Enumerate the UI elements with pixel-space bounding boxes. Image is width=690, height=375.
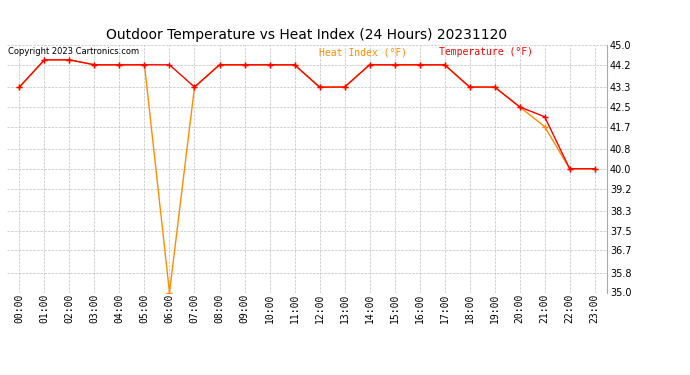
- Title: Outdoor Temperature vs Heat Index (24 Hours) 20231120: Outdoor Temperature vs Heat Index (24 Ho…: [106, 28, 508, 42]
- Text: Copyright 2023 Cartronics.com: Copyright 2023 Cartronics.com: [8, 48, 139, 57]
- Text: Heat Index (°F): Heat Index (°F): [319, 48, 413, 57]
- Text: Temperature (°F): Temperature (°F): [439, 48, 533, 57]
